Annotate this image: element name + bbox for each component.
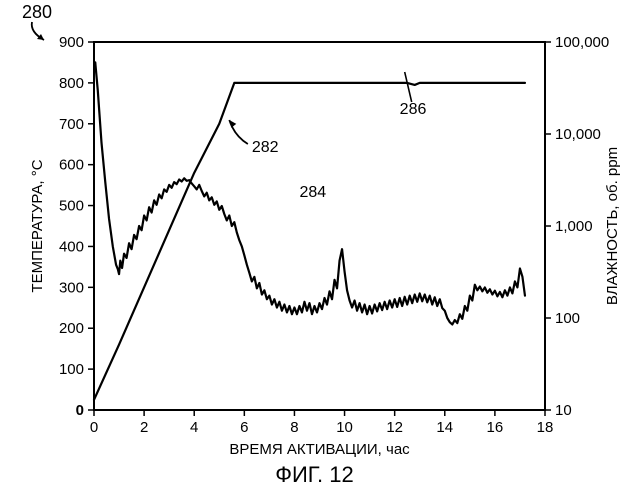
y-right-axis-label: ВЛАЖНОСТЬ, об. ppm — [604, 147, 621, 305]
y-right-tick-label: 10 — [555, 402, 572, 419]
figure-container: 0 2 4 6 8 10 12 14 16 18 ВРЕМЯ АКТИВАЦИИ, час 0 100 2… — [0, 0, 629, 500]
chart-svg: 0 2 4 6 8 10 12 14 16 18 ВРЕМЯ АКТИВАЦИИ, час 0 100 2… — [0, 0, 629, 500]
y-left-tick-label: 900 — [59, 34, 84, 51]
y-left-axis-label: ТЕМПЕРАТУРА, °С — [29, 159, 46, 292]
annotation-label: 284 — [299, 184, 326, 201]
y-left-tick-label: 0 — [76, 402, 84, 419]
annotation-label: 282 — [252, 139, 279, 156]
y-left-tick-label: 600 — [59, 157, 84, 174]
x-tick-label: 10 — [336, 419, 353, 436]
y-right-tick-label: 10,000 — [555, 126, 601, 143]
temperature-line — [94, 83, 525, 400]
x-tick-label: 2 — [140, 419, 148, 436]
y-right-tick-label: 1,000 — [555, 218, 593, 235]
x-tick-label: 0 — [90, 419, 98, 436]
y-left-tick-label: 300 — [59, 279, 84, 296]
plot-border — [94, 42, 545, 410]
figure-caption: ФИГ. 12 — [275, 462, 353, 487]
y-right-tick-label: 100 — [555, 310, 580, 327]
x-tick-label: 16 — [487, 419, 504, 436]
y-left-tick-label: 400 — [59, 238, 84, 255]
x-axis-label: ВРЕМЯ АКТИВАЦИИ, час — [229, 441, 410, 458]
figure-ref-label: 280 — [22, 2, 52, 22]
y-left-tick-label: 200 — [59, 320, 84, 337]
x-tick-label: 18 — [537, 419, 554, 436]
y-left-tick-label: 700 — [59, 116, 84, 133]
y-left-tick-label: 800 — [59, 75, 84, 92]
annotation-label: 286 — [400, 101, 427, 118]
annotation-leader-line — [405, 72, 412, 102]
y-left-tick-label: 500 — [59, 198, 84, 215]
annotation-arrow-head — [229, 120, 236, 128]
y-right-tick-label: 100,000 — [555, 34, 609, 51]
y-left-tick-label: 100 — [59, 361, 84, 378]
x-tick-label: 14 — [436, 419, 453, 436]
x-tick-label: 4 — [190, 419, 198, 436]
x-tick-label: 8 — [290, 419, 298, 436]
x-tick-label: 12 — [386, 419, 403, 436]
x-tick-label: 6 — [240, 419, 248, 436]
